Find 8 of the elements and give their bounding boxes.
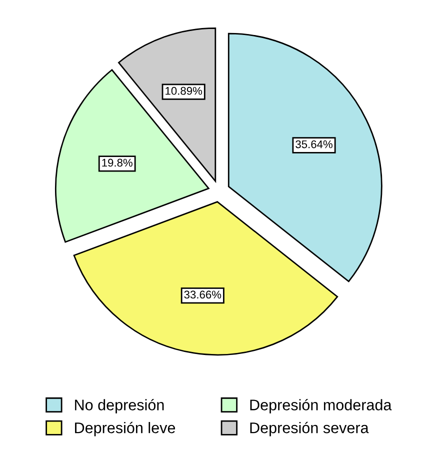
legend-label: Depresión leve bbox=[75, 422, 176, 436]
data-label: 10.89% bbox=[166, 86, 202, 95]
data-label: 33.66% bbox=[184, 290, 222, 299]
data-label: 19.8% bbox=[102, 158, 132, 167]
data-label: 35.64% bbox=[296, 140, 332, 148]
legend-label: Depresión severa bbox=[250, 422, 369, 436]
legend-label: Depresión moderada bbox=[250, 398, 392, 414]
legend-label: No depresión bbox=[75, 398, 164, 414]
